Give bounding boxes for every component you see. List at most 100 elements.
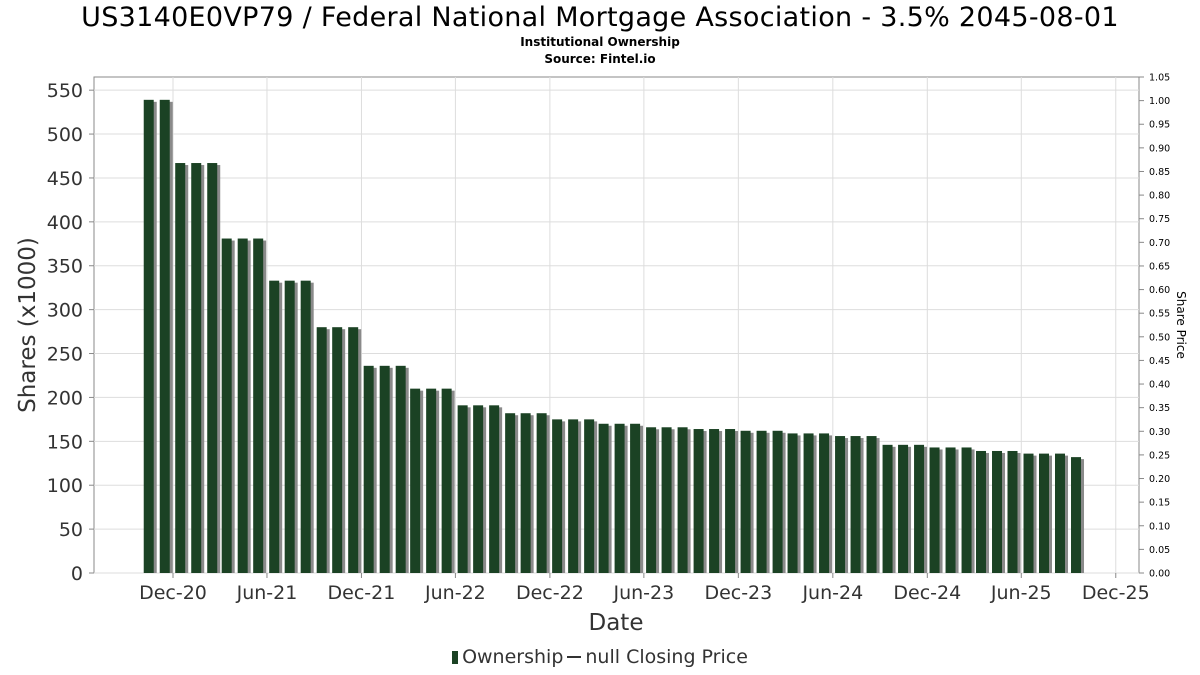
x-tick-label: Jun-21 xyxy=(236,582,298,604)
y2-tick-label: 0.35 xyxy=(1149,403,1170,414)
ownership-bar xyxy=(395,365,406,573)
y2-tick-label: 0.70 xyxy=(1149,238,1170,249)
ownership-bar xyxy=(159,99,170,574)
y2-tick-label: 0.15 xyxy=(1149,498,1170,509)
y2-tick-label: 0.25 xyxy=(1149,450,1170,461)
ownership-bar xyxy=(819,433,830,573)
ownership-bar xyxy=(677,427,688,573)
x-tick-label: Jun-22 xyxy=(424,582,486,604)
ownership-bar xyxy=(976,450,987,573)
y-tick-label: 450 xyxy=(47,168,83,190)
ownership-bar xyxy=(709,429,720,573)
y-tick-label: 350 xyxy=(47,256,83,278)
chart-legend: Ownership null Closing Price xyxy=(0,646,1200,668)
y2-tick-label: 0.60 xyxy=(1149,285,1170,296)
y2-axis-label: Share Price xyxy=(1174,291,1188,359)
y2-tick-label: 0.55 xyxy=(1149,309,1170,320)
x-tick-label: Dec-24 xyxy=(893,582,961,604)
ownership-bar xyxy=(835,436,846,573)
x-tick-label: Dec-20 xyxy=(139,582,207,604)
x-axis-label: Date xyxy=(589,610,644,636)
y2-tick-label: 0.10 xyxy=(1149,521,1170,532)
ownership-bar xyxy=(693,429,704,573)
y2-tick-label: 0.95 xyxy=(1149,120,1170,131)
ownership-bar xyxy=(363,365,374,573)
y2-tick-label: 0.65 xyxy=(1149,261,1170,272)
ownership-bar xyxy=(1007,450,1018,573)
ownership-bar xyxy=(740,430,751,573)
ownership-bar xyxy=(175,163,186,573)
ownership-bar xyxy=(803,433,814,573)
chart-subtitle: Institutional Ownership xyxy=(520,35,680,49)
ownership-bar xyxy=(850,436,861,573)
y2-tick-label: 0.05 xyxy=(1149,545,1170,556)
ownership-bar xyxy=(441,388,452,573)
legend-ownership-label: Ownership xyxy=(462,646,564,668)
legend-closing-swatch xyxy=(567,656,582,658)
ownership-bar xyxy=(929,447,940,573)
y-tick-label: 0 xyxy=(71,563,83,585)
y2-tick-label: 0.50 xyxy=(1149,332,1170,343)
ownership-bar xyxy=(961,447,972,573)
x-tick-label: Jun-25 xyxy=(990,582,1052,604)
ownership-bar xyxy=(552,419,563,573)
ownership-bar xyxy=(221,238,232,573)
ownership-bar xyxy=(410,388,421,573)
x-tick-label: Dec-22 xyxy=(516,582,584,604)
ownership-bar xyxy=(426,388,437,573)
ownership-bar xyxy=(725,429,736,573)
ownership-bar xyxy=(489,405,500,573)
ownership-bar xyxy=(898,444,909,573)
ownership-bar xyxy=(520,413,531,573)
ownership-bar xyxy=(473,405,484,573)
y-tick-label: 550 xyxy=(47,80,83,102)
ownership-bar xyxy=(1039,453,1049,573)
y2-tick-label: 0.90 xyxy=(1149,143,1170,154)
ownership-bar xyxy=(253,238,264,573)
y2-tick-label: 0.80 xyxy=(1149,191,1170,202)
ownership-bar xyxy=(269,280,280,573)
ownership-bar xyxy=(772,430,783,573)
ownership-bar xyxy=(332,327,343,573)
y-tick-label: 100 xyxy=(47,475,83,497)
ownership-bar xyxy=(945,447,956,573)
y-tick-label: 50 xyxy=(59,519,83,541)
legend-ownership-swatch xyxy=(452,651,459,664)
y2-tick-label: 0.00 xyxy=(1149,569,1170,580)
ownership-bar xyxy=(646,427,657,573)
ownership-bar xyxy=(143,99,154,574)
y2-tick-label: 0.20 xyxy=(1149,474,1170,485)
ownership-bar xyxy=(756,430,767,573)
chart-title: US3140E0VP79 / Federal National Mortgage… xyxy=(81,2,1119,33)
ownership-bar xyxy=(191,163,202,573)
y2-tick-label: 0.40 xyxy=(1149,380,1170,391)
ownership-bar xyxy=(536,413,547,573)
ownership-bar xyxy=(237,238,248,573)
y-tick-label: 500 xyxy=(47,124,83,146)
ownership-bar xyxy=(1055,453,1066,573)
ownership-bar xyxy=(505,413,516,573)
y2-tick-label: 0.45 xyxy=(1149,356,1170,367)
ownership-bar xyxy=(316,327,327,573)
y2-tick-label: 0.85 xyxy=(1149,167,1170,178)
x-tick-label: Dec-25 xyxy=(1082,582,1150,604)
x-tick-label: Dec-21 xyxy=(328,582,396,604)
legend-closing-label: null Closing Price xyxy=(585,646,748,668)
ownership-bar xyxy=(568,419,579,573)
y-tick-label: 300 xyxy=(47,300,83,322)
ownership-bar xyxy=(866,436,877,573)
ownership-bar xyxy=(598,423,609,573)
ownership-bar xyxy=(992,450,1003,573)
ownership-bar xyxy=(348,327,359,573)
ownership-bar xyxy=(584,419,595,573)
y2-tick-label: 0.75 xyxy=(1149,214,1170,225)
y2-tick-label: 1.00 xyxy=(1149,96,1170,107)
y2-tick-label: 1.05 xyxy=(1149,73,1170,84)
y-tick-label: 150 xyxy=(47,431,83,453)
x-tick-label: Jun-24 xyxy=(801,582,863,604)
y-tick-label: 200 xyxy=(47,387,83,409)
x-tick-label: Jun-23 xyxy=(612,582,674,604)
ownership-bar xyxy=(300,280,311,573)
ownership-bar xyxy=(661,427,672,573)
